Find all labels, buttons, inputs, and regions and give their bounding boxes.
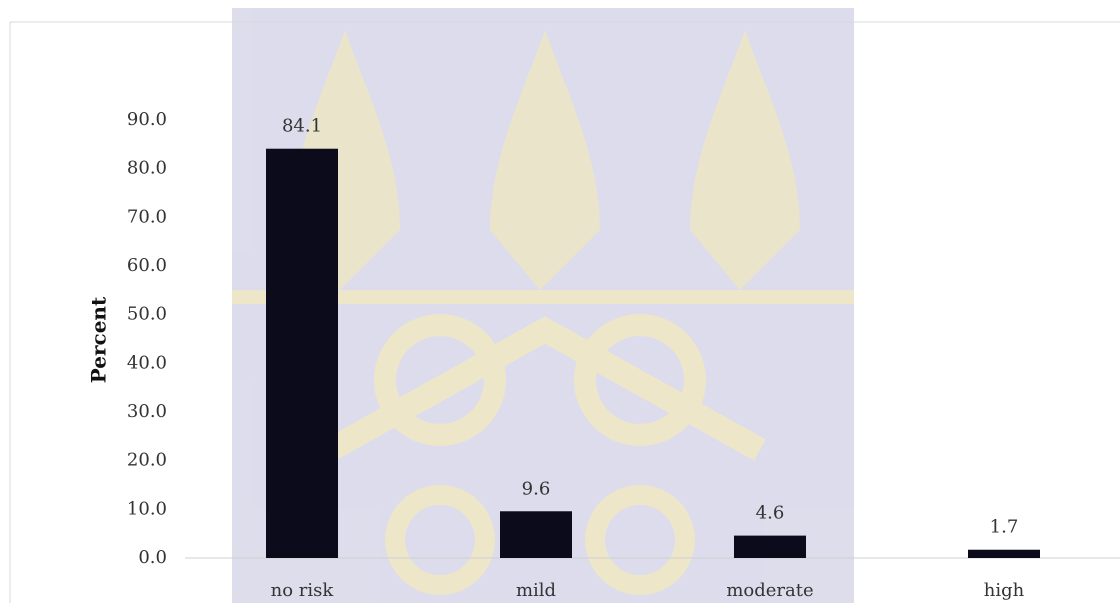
bar — [968, 549, 1040, 558]
y-tick-label: 40.0 — [127, 352, 167, 373]
y-tick-label: 10.0 — [127, 498, 167, 519]
data-label: 1.7 — [990, 517, 1019, 538]
x-tick-label: mild — [516, 580, 556, 601]
y-tick-label: 20.0 — [127, 450, 167, 471]
x-tick-label: moderate — [726, 580, 813, 601]
x-tick-label: no risk — [271, 580, 335, 601]
bar — [266, 148, 338, 559]
bar — [734, 535, 806, 558]
y-tick-label: 70.0 — [127, 206, 167, 227]
y-tick-label: 90.0 — [127, 109, 167, 130]
data-label: 4.6 — [756, 503, 785, 524]
data-label: 84.1 — [282, 116, 322, 137]
bar — [500, 511, 572, 558]
y-tick-label: 0.0 — [138, 547, 167, 568]
y-axis-title: Percent — [87, 296, 111, 383]
y-tick-label: 30.0 — [127, 401, 167, 422]
data-label: 9.6 — [522, 478, 551, 499]
y-tick-label: 80.0 — [127, 158, 167, 179]
x-tick-label: high — [984, 580, 1025, 601]
y-tick-label: 50.0 — [127, 304, 167, 325]
y-tick-label: 60.0 — [127, 255, 167, 276]
